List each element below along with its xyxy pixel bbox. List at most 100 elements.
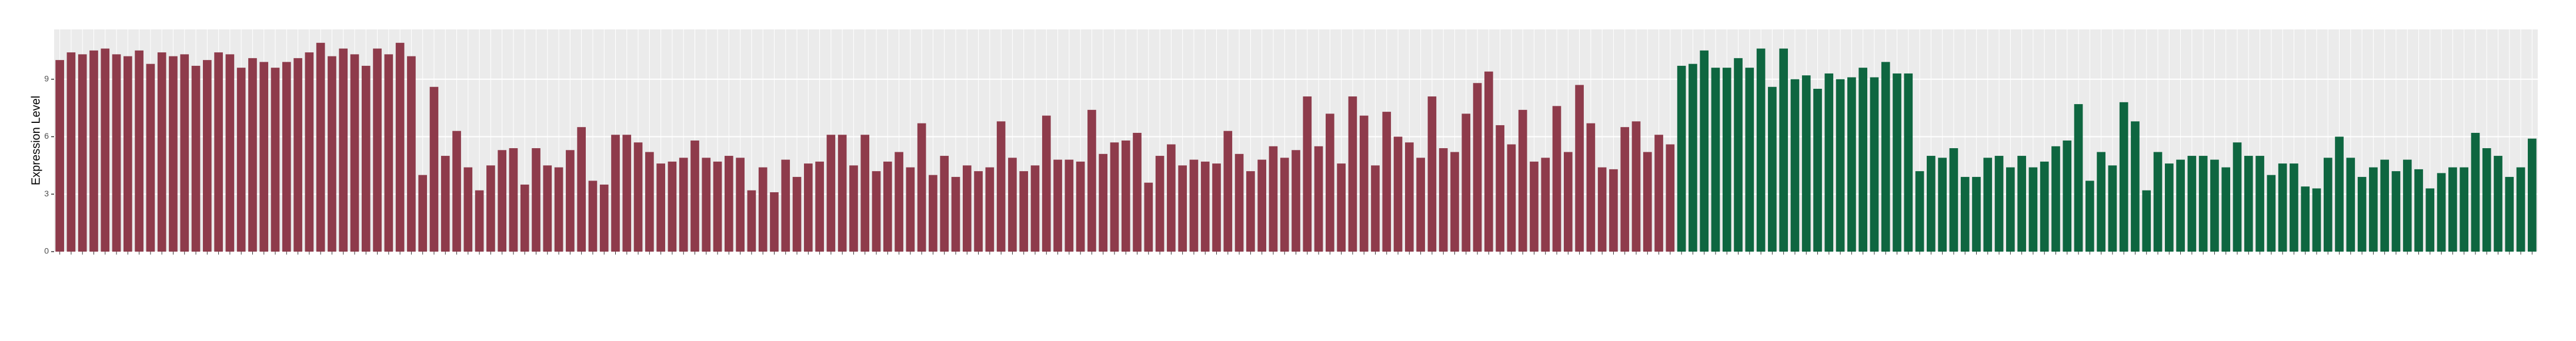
bar	[1643, 152, 1652, 252]
bar	[157, 52, 166, 252]
bar	[1824, 73, 1834, 252]
bar	[1303, 96, 1312, 252]
bar	[1439, 148, 1448, 252]
bar	[2097, 152, 2105, 252]
bar	[668, 161, 677, 252]
bar	[1269, 146, 1278, 252]
bar	[1893, 73, 1901, 252]
bar	[679, 158, 688, 252]
bar	[929, 175, 937, 252]
bar	[1042, 115, 1051, 252]
bar	[860, 135, 870, 252]
bar	[1292, 150, 1300, 252]
bar	[1121, 141, 1130, 252]
bar	[2198, 156, 2208, 252]
y-tick-label: 0	[44, 246, 49, 256]
bar	[1314, 146, 1323, 252]
bar	[1496, 125, 1504, 252]
bar	[1620, 127, 1630, 252]
bar	[1405, 142, 1414, 252]
bar	[2482, 148, 2491, 252]
bar	[1983, 158, 1993, 252]
bar	[1836, 79, 1845, 252]
bar	[2357, 176, 2367, 252]
bar	[1382, 112, 1392, 252]
bar	[2028, 167, 2038, 252]
bar	[577, 127, 586, 252]
bar	[1257, 159, 1266, 252]
bar	[486, 165, 495, 252]
bar	[395, 42, 405, 252]
bar	[2403, 159, 2412, 252]
bar	[78, 54, 87, 252]
bar	[1518, 109, 1527, 252]
bar	[566, 150, 575, 252]
bar	[962, 165, 972, 252]
bar	[2221, 167, 2231, 252]
bar	[2425, 188, 2435, 252]
bar	[316, 42, 325, 252]
bar	[293, 58, 302, 252]
bar	[1938, 158, 1947, 252]
bar	[1881, 62, 1890, 252]
bar	[1008, 158, 1017, 252]
bar	[2346, 158, 2355, 252]
bar	[1779, 48, 1788, 252]
bar	[974, 171, 983, 252]
bar	[339, 48, 348, 252]
bar	[1087, 109, 1096, 252]
bar	[645, 152, 654, 252]
bar	[1326, 113, 1334, 252]
bar	[2335, 136, 2344, 252]
bar	[2278, 163, 2287, 252]
bar	[736, 158, 745, 252]
bar	[1337, 163, 1346, 252]
bar	[1507, 144, 1516, 252]
bar	[2460, 167, 2468, 252]
bar	[837, 135, 847, 252]
bar	[1348, 96, 1357, 252]
bar	[1189, 159, 1199, 252]
bar	[384, 54, 393, 252]
bar	[1711, 68, 1720, 252]
bar	[2176, 159, 2185, 252]
bar	[1076, 161, 1085, 252]
bar	[996, 121, 1006, 252]
bar	[475, 190, 484, 252]
bar	[2255, 156, 2264, 252]
bar	[543, 165, 552, 252]
bar	[271, 68, 280, 252]
bar	[169, 56, 178, 252]
bar	[305, 52, 314, 252]
bar	[2131, 121, 2140, 252]
bar	[2017, 156, 2026, 252]
bar	[328, 56, 336, 252]
bar	[951, 176, 960, 252]
bar	[1200, 161, 1210, 252]
bar	[282, 62, 291, 252]
bar	[1768, 86, 1777, 252]
bar	[1371, 165, 1380, 252]
bar	[633, 142, 643, 252]
bar	[124, 56, 132, 252]
bar	[1155, 156, 1164, 252]
bar	[2119, 102, 2128, 252]
y-tick-label: 9	[44, 73, 49, 83]
bar	[1563, 152, 1573, 252]
bar	[702, 158, 711, 252]
bar	[1234, 153, 1244, 252]
bar	[1586, 123, 1596, 252]
bar	[180, 54, 189, 252]
bar	[418, 175, 428, 252]
bar	[463, 167, 473, 252]
bar	[1927, 156, 1936, 252]
bar	[259, 62, 269, 252]
bar	[2391, 171, 2401, 252]
bar	[2505, 176, 2514, 252]
bar	[2448, 167, 2457, 252]
bar	[2142, 190, 2151, 252]
bar	[599, 184, 609, 252]
bar	[747, 190, 756, 252]
bar	[872, 171, 881, 252]
